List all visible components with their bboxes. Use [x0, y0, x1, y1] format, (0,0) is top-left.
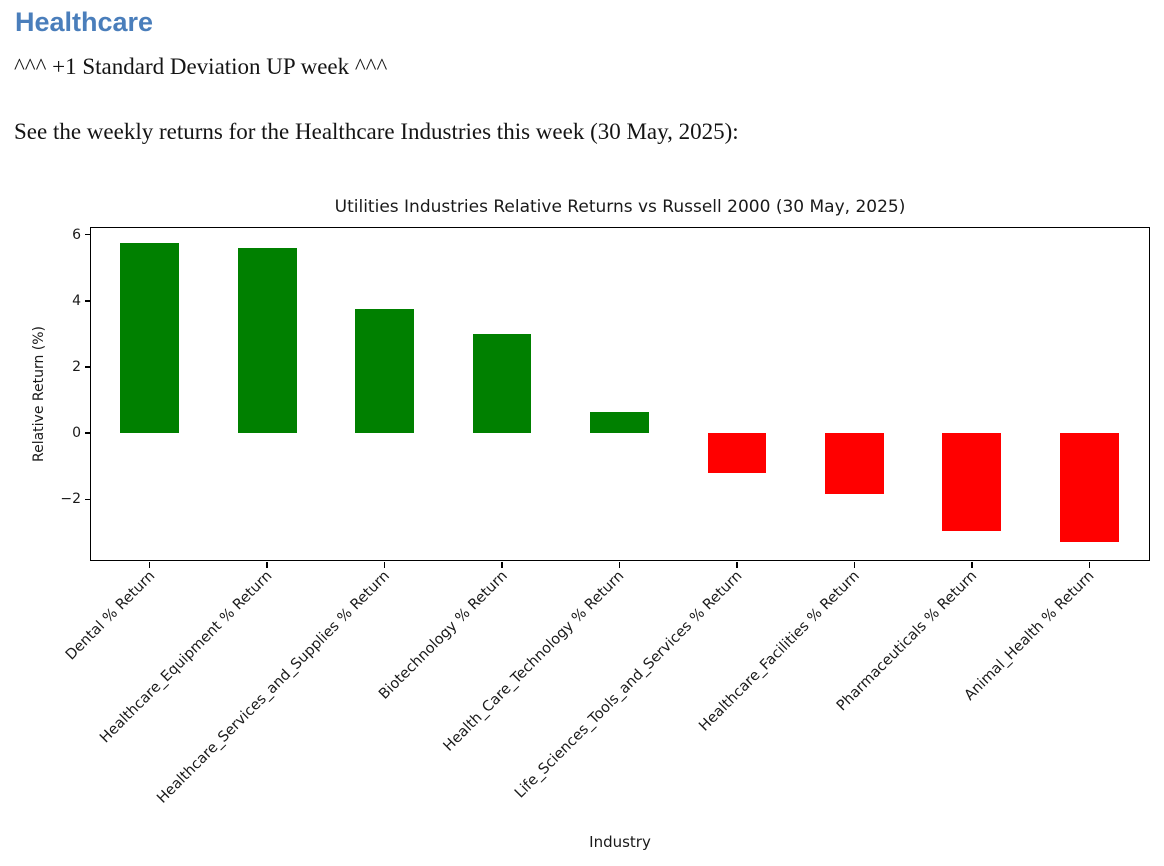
x-tick-mark: [501, 561, 503, 568]
chart-bar: [237, 247, 297, 434]
chart-bar: [120, 242, 180, 434]
y-tick-mark: [85, 498, 91, 501]
chart-bar: [1059, 433, 1119, 543]
x-tick-mark: [148, 561, 151, 568]
x-tick-mark: [618, 561, 621, 568]
y-tick-label: 2: [72, 359, 81, 376]
chart-bar: [942, 433, 1002, 531]
chart-bar: [472, 333, 532, 434]
y-tick-label: −2: [60, 491, 81, 508]
x-tick-label: Animal_Health % Return: [961, 568, 1098, 704]
y-tick-mark: [85, 366, 91, 368]
std-deviation-note: ^^^ +1 Standard Deviation UP week ^^^: [14, 54, 388, 79]
x-tick-label: Biotechnology % Return: [375, 568, 511, 703]
x-tick-label: Pharmaceuticals % Return: [833, 568, 981, 715]
chart-bar: [825, 433, 884, 495]
x-tick-mark: [383, 561, 386, 568]
x-axis-label: Industry: [589, 833, 651, 851]
y-tick-label: 6: [72, 226, 81, 243]
y-axis-label: Relative Return (%): [26, 227, 52, 561]
y-tick-mark: [85, 432, 91, 434]
y-tick-mark: [85, 300, 91, 302]
x-tick-mark: [736, 561, 738, 568]
y-tick-label: 4: [72, 292, 81, 309]
x-tick-mark: [853, 561, 856, 568]
y-tick-mark: [85, 233, 91, 236]
returns-chart-figure: Utilities Industries Relative Returns vs…: [20, 195, 1154, 866]
y-tick-label: 0: [72, 425, 81, 442]
x-tick-label: Healthcare_Services_and_Supplies % Retur…: [154, 568, 393, 807]
x-tick-label: Dental % Return: [62, 568, 159, 664]
y-axis-label-text: Relative Return (%): [31, 325, 48, 463]
intro-text: See the weekly returns for the Healthcar…: [14, 119, 739, 144]
x-tick-label: Health_Care_Technology % Return: [441, 568, 628, 755]
x-tick-mark: [266, 561, 268, 568]
chart-bar: [590, 411, 649, 434]
section-heading: Healthcare: [15, 7, 154, 37]
x-tick-label: Life_Sciences_Tools_and_Services % Retur…: [511, 568, 746, 802]
chart-bar: [355, 309, 414, 434]
x-tick-mark: [971, 561, 973, 568]
chart-title: Utilities Industries Relative Returns vs…: [334, 197, 906, 217]
chart-plot-area: −2 0 2 4 6 Dental % Return Healthcare_Equipmen…: [60, 227, 1150, 807]
chart-bar: [707, 433, 767, 473]
x-tick-mark: [1088, 561, 1091, 568]
